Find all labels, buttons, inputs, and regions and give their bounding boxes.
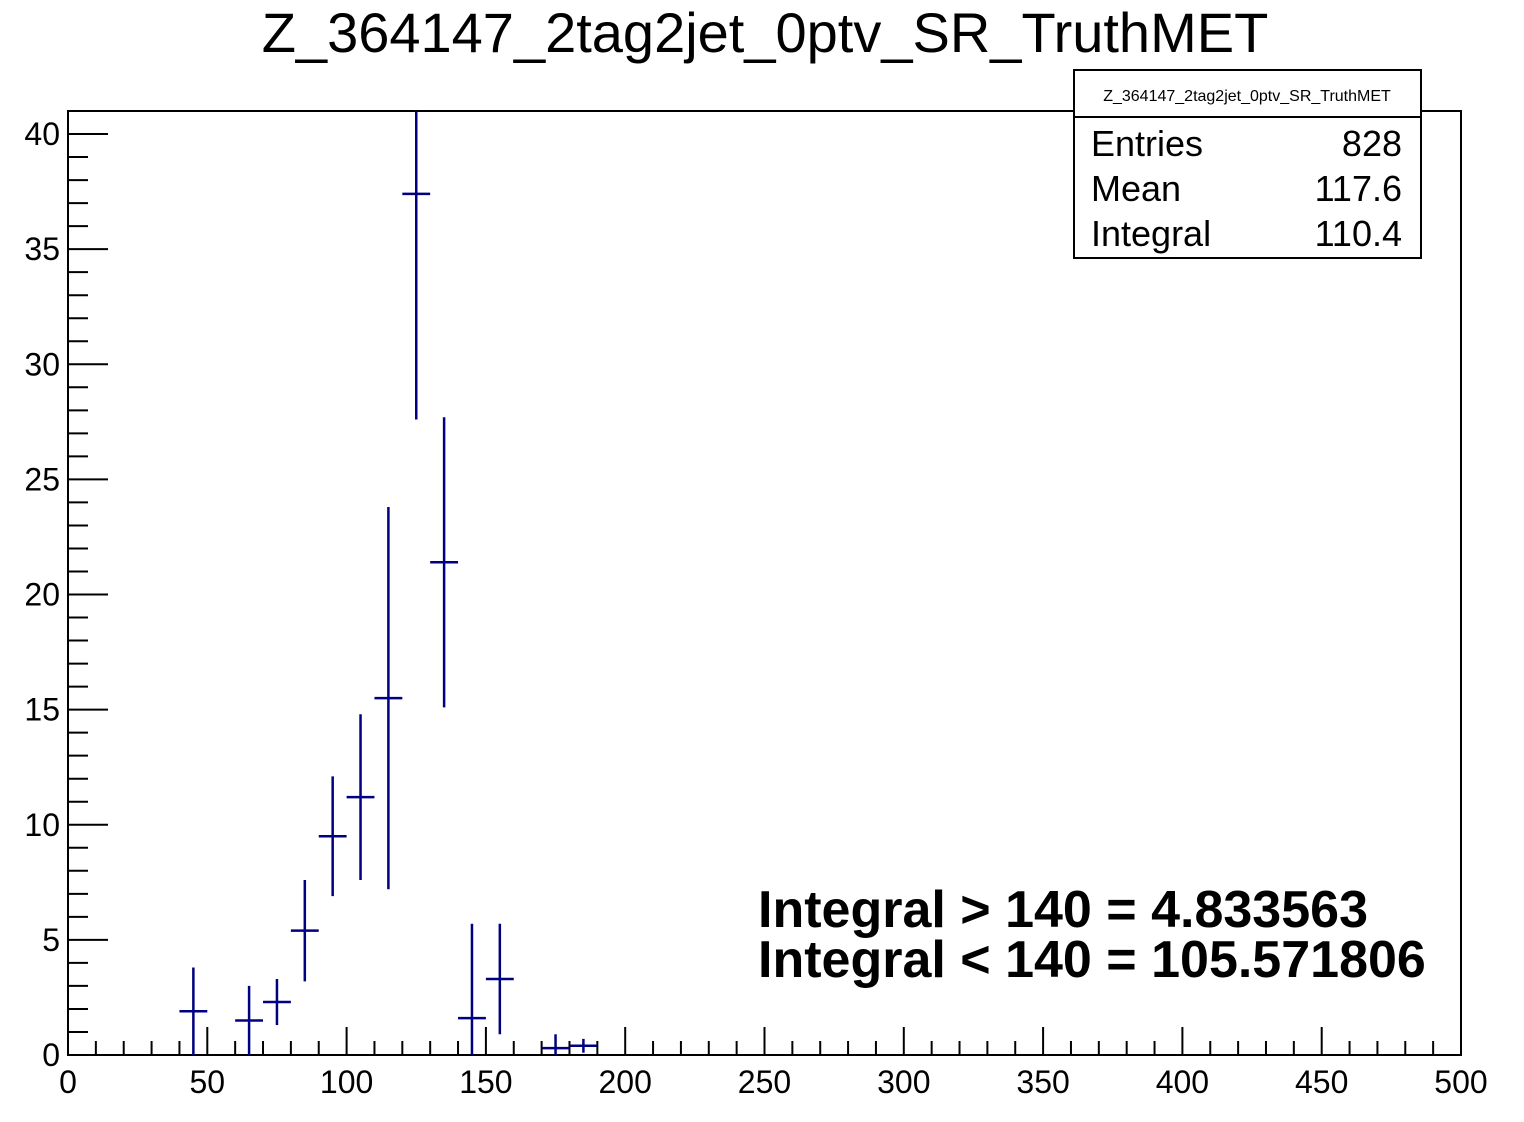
data-point bbox=[430, 417, 459, 708]
integral-above-annotation: Integral > 140 = 4.833563 bbox=[758, 881, 1368, 939]
y-tick-label: 0 bbox=[42, 1037, 60, 1073]
x-tick-label: 100 bbox=[320, 1064, 373, 1100]
x-tick-label: 150 bbox=[459, 1064, 512, 1100]
x-tick-label: 350 bbox=[1016, 1064, 1069, 1100]
stats-box-frame bbox=[1073, 69, 1422, 259]
y-axis: 0 5 10 15 20 25 30 35 40 bbox=[24, 110, 108, 1073]
x-tick-label: 300 bbox=[877, 1064, 930, 1100]
x-tick-label: 0 bbox=[59, 1064, 77, 1100]
data-point bbox=[290, 880, 319, 982]
data-point bbox=[374, 507, 403, 890]
stats-mean-label: Mean bbox=[1091, 168, 1181, 209]
stats-box: Z_364147_2tag2jet_0ptv_SR_TruthMET Entri… bbox=[1073, 69, 1422, 259]
data-point bbox=[569, 1038, 598, 1053]
data-point bbox=[485, 923, 514, 1035]
stats-entries-label: Entries bbox=[1091, 123, 1203, 164]
x-tick-label: 50 bbox=[190, 1064, 226, 1100]
data-points bbox=[179, 111, 598, 1055]
stats-integral-value: 110.4 bbox=[1315, 213, 1402, 254]
y-tick-label: 30 bbox=[24, 346, 60, 382]
data-point bbox=[235, 985, 264, 1055]
y-tick-label: 35 bbox=[24, 231, 60, 267]
x-tick-label: 450 bbox=[1295, 1064, 1348, 1100]
stats-box-title: Z_364147_2tag2jet_0ptv_SR_TruthMET bbox=[1103, 88, 1391, 105]
data-point bbox=[402, 111, 431, 420]
stats-integral-label: Integral bbox=[1091, 213, 1211, 254]
y-tick-label: 40 bbox=[24, 116, 60, 152]
x-axis: 0 50 100 150 200 250 300 350 400 450 500 bbox=[59, 1027, 1488, 1100]
data-point bbox=[263, 979, 291, 1026]
integral-below-annotation: Integral < 140 = 105.571806 bbox=[758, 931, 1426, 989]
y-tick-label: 5 bbox=[42, 922, 60, 958]
data-point bbox=[458, 923, 486, 1055]
data-point bbox=[179, 967, 208, 1055]
x-tick-label: 200 bbox=[599, 1064, 652, 1100]
data-point bbox=[541, 1034, 570, 1055]
data-point bbox=[346, 714, 375, 881]
y-tick-label: 10 bbox=[24, 807, 60, 843]
data-point bbox=[318, 776, 347, 897]
stats-entries-value: 828 bbox=[1342, 123, 1402, 164]
x-tick-label: 500 bbox=[1434, 1064, 1487, 1100]
x-tick-label: 400 bbox=[1156, 1064, 1209, 1100]
y-tick-label: 20 bbox=[24, 577, 60, 613]
x-tick-label: 250 bbox=[738, 1064, 791, 1100]
y-tick-label: 15 bbox=[24, 692, 60, 728]
stats-mean-value: 117.6 bbox=[1315, 168, 1402, 209]
y-tick-label: 25 bbox=[24, 461, 60, 497]
chart-title: Z_364147_2tag2jet_0ptv_SR_TruthMET bbox=[262, 1, 1269, 64]
